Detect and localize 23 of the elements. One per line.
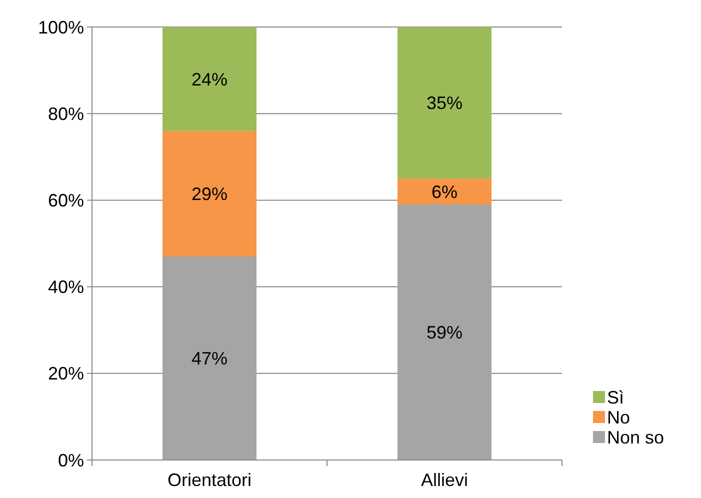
data-label: 59% — [426, 322, 463, 343]
bar — [162, 256, 256, 460]
y-tick-label: 40% — [48, 277, 84, 298]
data-label: 47% — [191, 348, 228, 369]
y-tick-label: 80% — [48, 104, 84, 124]
y-tick-label: 20% — [48, 364, 84, 384]
data-label: 24% — [191, 69, 228, 90]
legend-label: Non so — [607, 427, 664, 448]
bar — [398, 178, 492, 205]
x-tick-label: Orientatori — [167, 470, 252, 490]
bar — [398, 204, 492, 460]
data-label: 35% — [426, 93, 463, 114]
bar — [162, 130, 256, 256]
y-tick-label: 60% — [48, 190, 84, 210]
y-tick-label: 0% — [58, 450, 84, 470]
data-label: 29% — [191, 184, 228, 204]
legend-label: No — [607, 407, 630, 428]
data-label: 6% — [431, 182, 458, 202]
y-tick-label: 100% — [38, 17, 84, 38]
bar — [398, 27, 492, 179]
x-tick-label: Allievi — [420, 470, 468, 490]
bar — [162, 27, 256, 131]
legend-label: Sì — [607, 387, 624, 408]
